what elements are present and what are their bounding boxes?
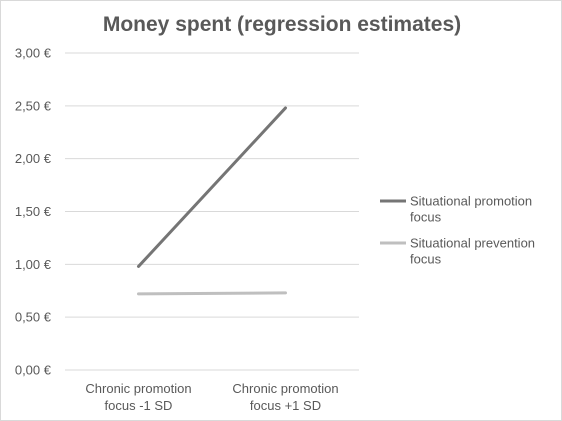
- gridlines: [65, 52, 359, 371]
- series-line-1: [137, 106, 287, 268]
- y-tick-label: 2,00 €: [15, 151, 52, 166]
- y-tick-label: 1,00 €: [15, 257, 52, 272]
- x-category-label: Chronic promotion focus +1 SD: [232, 381, 338, 413]
- legend: Situational promotion focus Situational pr…: [380, 194, 535, 267]
- y-axis-ticks: 0,00 € 0,50 € 1,00 € 1,50 € 2,00 € 2,50 € 3,00…: [15, 46, 52, 378]
- series-lines: [137, 106, 287, 296]
- y-tick-label: 0,00 €: [15, 363, 52, 378]
- y-tick-label: 0,50 €: [15, 310, 52, 325]
- series-line-2: [137, 291, 287, 296]
- y-tick-label: 3,00 €: [15, 46, 52, 61]
- legend-label: Situational promotion focus: [410, 194, 532, 225]
- legend-label: Situational prevention focus: [410, 236, 535, 267]
- x-axis-categories: Chronic promotion focus -1 SD Chronic prom…: [85, 381, 338, 413]
- y-tick-label: 1,50 €: [15, 204, 52, 219]
- x-category-label: Chronic promotion focus -1 SD: [85, 381, 191, 413]
- y-tick-label: 2,50 €: [15, 98, 52, 113]
- chart-title: Money spent (regression estimates): [103, 13, 461, 36]
